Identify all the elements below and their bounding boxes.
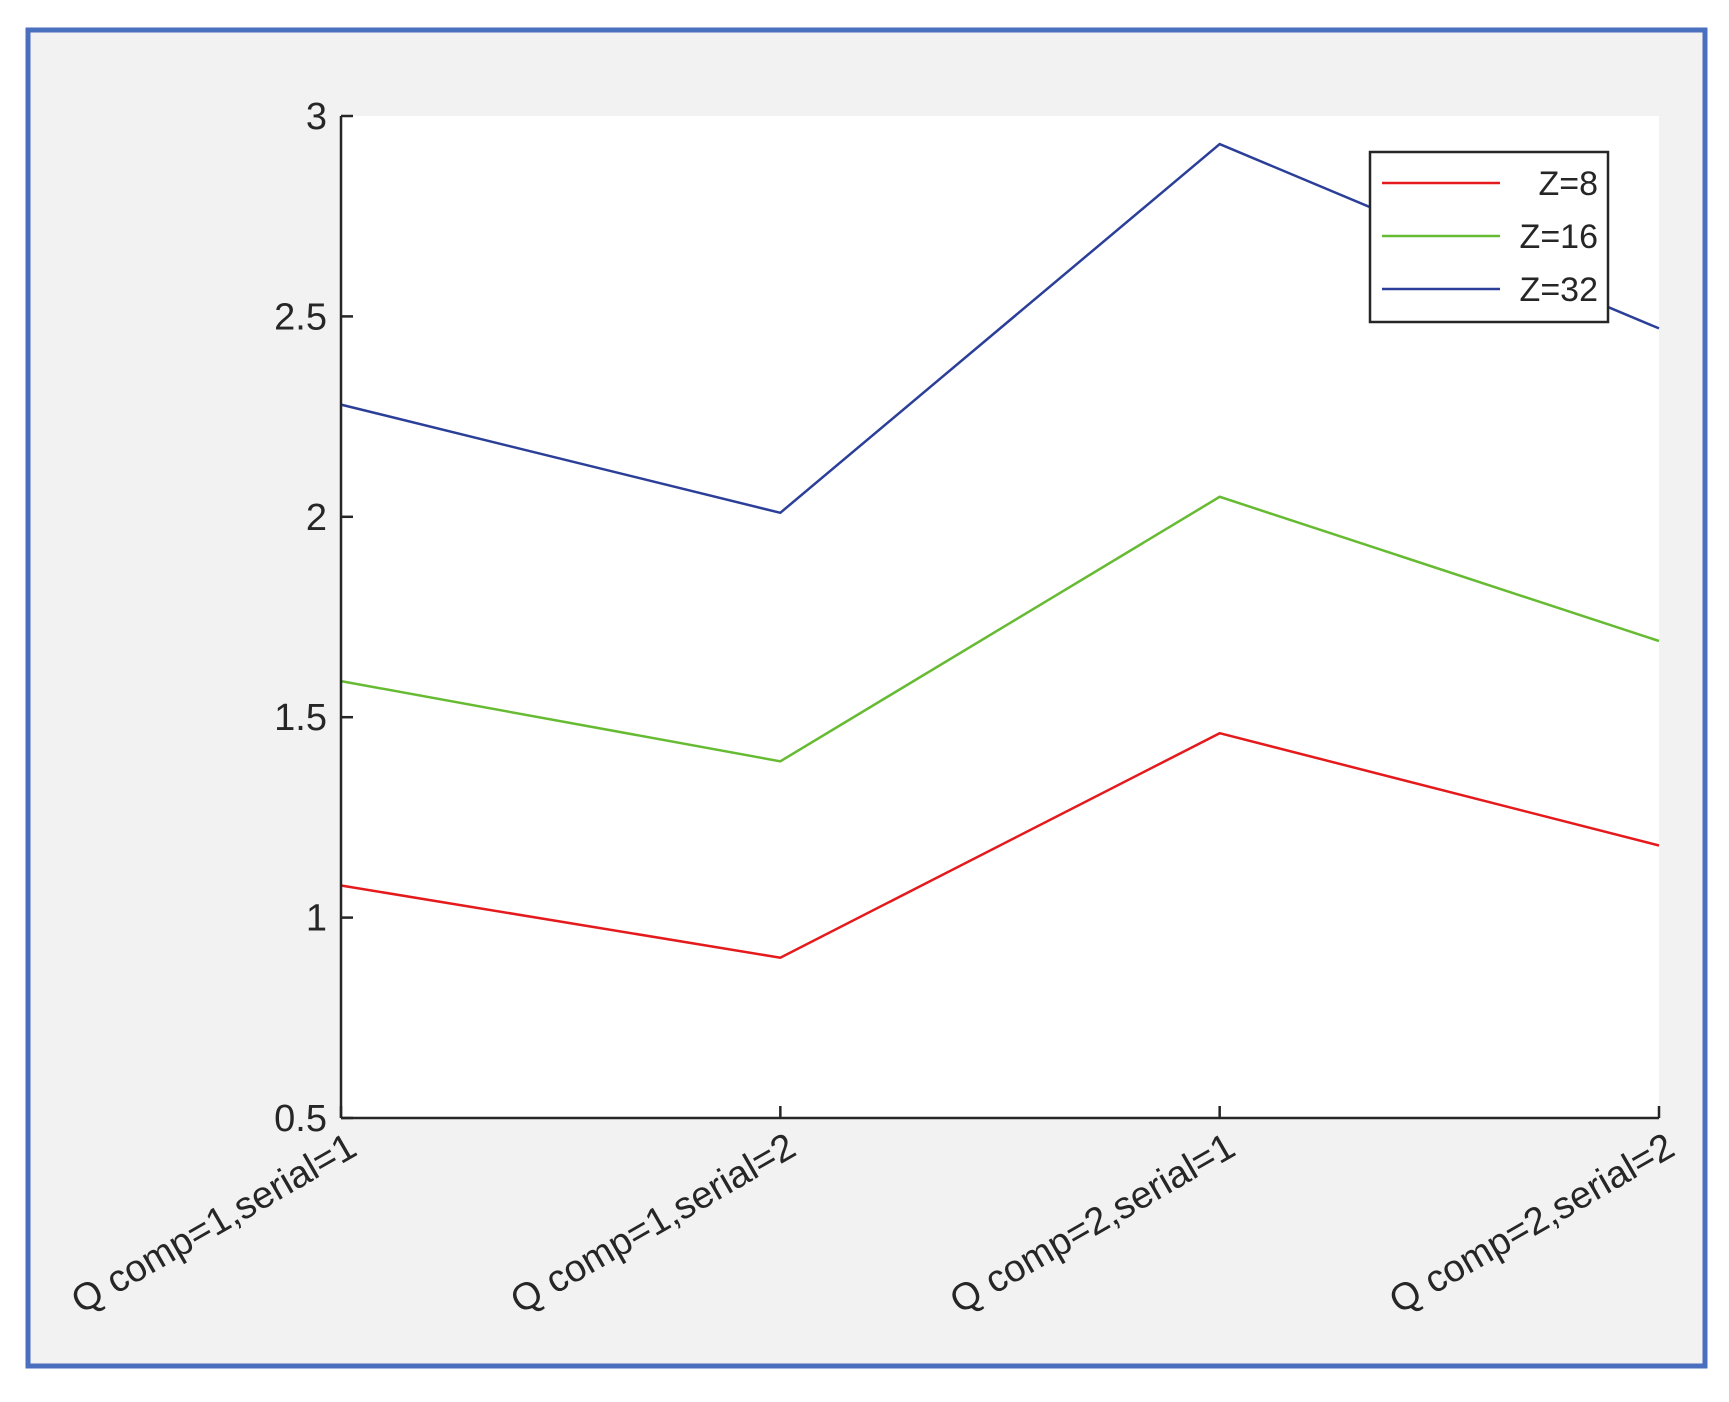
y-tick-label: 0.5 <box>274 1098 327 1140</box>
y-tick-label: 2 <box>306 497 327 539</box>
y-ticks: 0.5 1 1.5 2 2.5 3 <box>274 96 353 1140</box>
legend: Z=8 Z=16 Z=32 <box>1368 150 1610 324</box>
legend-label: Z=16 <box>1520 218 1598 256</box>
y-tick-label: 3 <box>306 96 327 138</box>
series-line-z8 <box>340 731 1660 960</box>
axes <box>339 116 1659 1120</box>
y-tick-label: 1.5 <box>274 697 327 739</box>
series-line-z16 <box>340 495 1660 763</box>
y-tick-label: 1 <box>306 898 327 940</box>
y-tick-label: 2.5 <box>274 296 327 338</box>
legend-label: Z=32 <box>1520 271 1598 309</box>
legend-label: Z=8 <box>1538 165 1598 203</box>
